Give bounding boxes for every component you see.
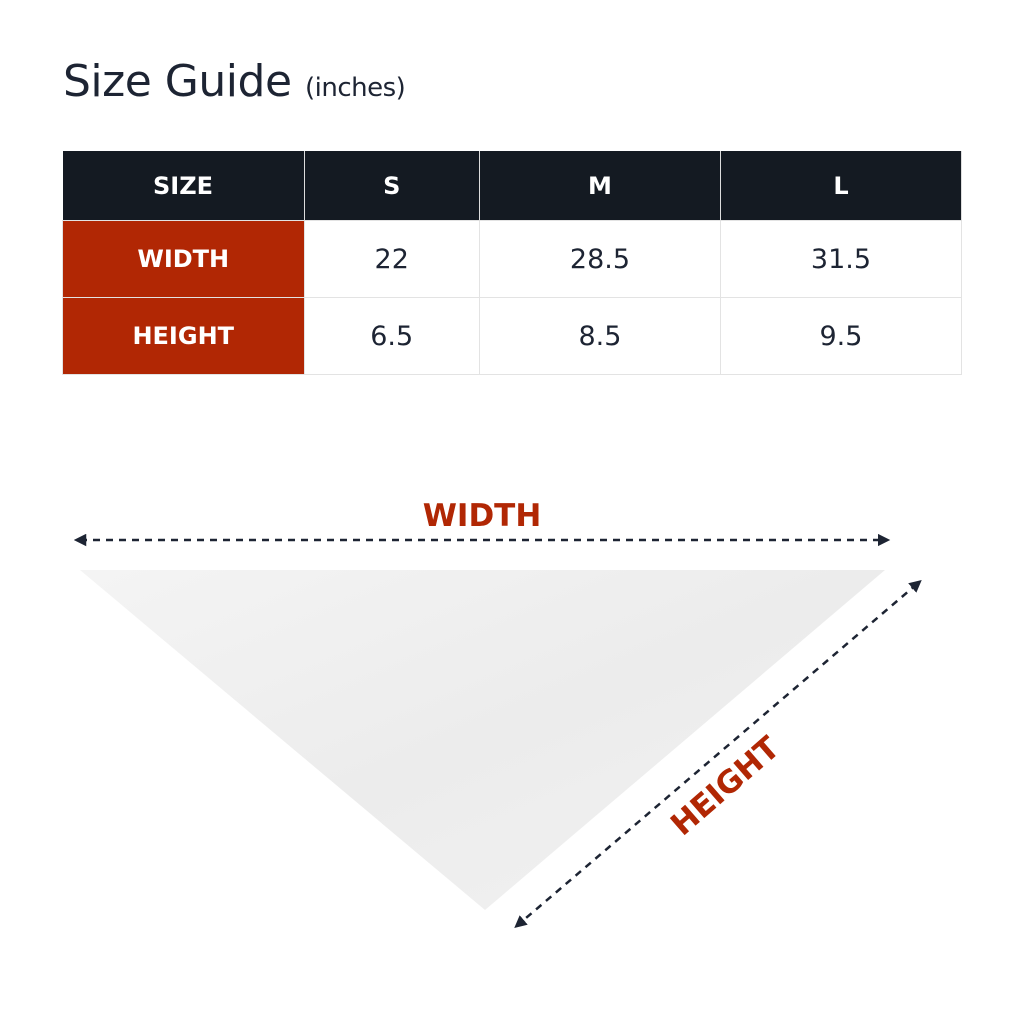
table-row: HEIGHT 6.5 8.5 9.5 <box>62 297 963 375</box>
row-label: HEIGHT <box>62 297 305 375</box>
table-cell: 6.5 <box>303 297 480 375</box>
page-title: Size Guide (inches) <box>63 56 406 107</box>
table-cell: 8.5 <box>478 297 721 375</box>
table-header-row: SIZE S M L <box>62 151 963 221</box>
header-cell: S <box>304 151 480 221</box>
size-table: SIZE S M L WIDTH 22 28.5 31.5 HEIGHT 6.5… <box>62 151 963 375</box>
table-cell: 31.5 <box>719 220 963 298</box>
table-row: WIDTH 22 28.5 31.5 <box>62 220 963 298</box>
height-arrow <box>514 579 922 929</box>
row-label: WIDTH <box>62 220 305 298</box>
header-cell: L <box>720 151 963 221</box>
width-label: WIDTH <box>423 498 542 534</box>
title-unit: (inches) <box>305 73 406 103</box>
table-cell: 9.5 <box>719 297 963 375</box>
header-cell: SIZE <box>62 151 305 221</box>
title-text: Size Guide <box>63 56 292 107</box>
header-cell: M <box>479 151 721 221</box>
table-cell: 28.5 <box>478 220 721 298</box>
